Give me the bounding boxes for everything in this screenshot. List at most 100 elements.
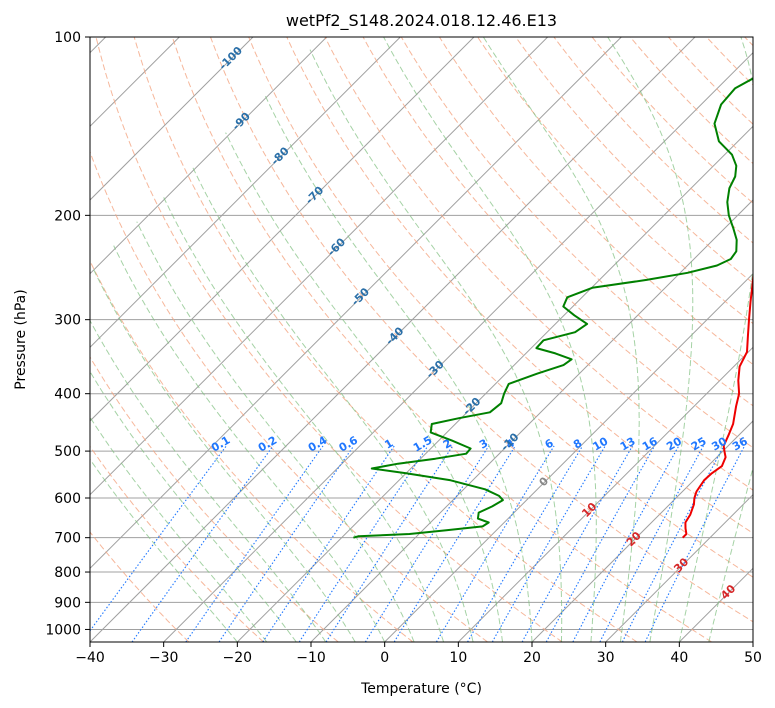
chart-title: wetPf2_S148.2024.018.12.46.E13 [286,11,557,31]
y-tick-label: 100 [54,30,81,46]
y-tick-label: 800 [54,565,81,581]
x-tick-label: 40 [670,650,688,666]
x-tick-label: 30 [597,650,615,666]
plot-frame [89,36,754,643]
x-tick-label: −20 [223,650,253,666]
moist-adiabat [90,370,297,642]
isotherm-label: -80 [269,144,292,167]
dry-adiabat [477,37,753,325]
isotherm-line [457,346,753,642]
mixing-ratio-line [435,445,555,642]
mixing-ratio-line [644,445,746,642]
dry-adiabat [90,445,264,642]
dry-adiabat [591,37,753,204]
moist-adiabat [162,195,445,642]
moist-adiabat [264,94,533,642]
dry-adiabat [90,531,190,642]
isotherm-label: -10 [498,430,521,453]
moist-adiabat [92,267,356,642]
mixing-ratio-line [467,445,584,642]
isotherm-label: -70 [303,184,326,207]
y-tick-label: 200 [54,208,81,224]
isotherm-line [90,37,696,642]
isotherm-line [90,37,328,275]
dry-adiabat [324,37,753,491]
isotherm-line [752,641,753,642]
isotherm-line [236,125,753,642]
isotherm-line [678,567,753,642]
x-tick-label: 20 [523,650,541,666]
mixing-ratio-line [393,445,516,642]
x-tick-label: 50 [744,650,762,666]
mixing-ratio-line [185,445,324,642]
y-tick-label: 400 [54,387,81,403]
isotherm-line [531,420,753,642]
dry-adiabat [133,37,638,642]
dry-adiabat [90,259,414,642]
isotherm-line [605,493,753,642]
isotherm-label: -100 [216,44,245,73]
isotherm-label: 40 [718,582,738,602]
isotherm-line [163,51,753,642]
dry-adiabat [90,356,339,642]
dry-adiabat [438,37,753,366]
dry-adiabat [171,37,712,642]
y-tick-label: 500 [54,444,81,460]
isotherm-label: -50 [349,285,372,308]
mixing-ratio-label: 6 [543,436,556,451]
moist-adiabat [136,221,415,642]
isotherm-line [90,37,254,201]
moist-adiabat [309,49,563,642]
y-tick-label: 1000 [45,622,81,638]
dry-adiabat [770,24,775,642]
mixing-ratio-line [131,445,274,642]
isotherm-line [90,37,622,570]
moist-adiabat [225,132,503,642]
moist-adiabat [191,165,474,642]
dry-adiabat [286,37,753,534]
moist-adiabat [383,37,597,642]
isotherm-line [384,272,753,642]
background-lines [90,24,775,642]
mixing-ratio-label: 3 [477,437,490,452]
x-tick-label: −10 [296,650,326,666]
isotherm-label: -30 [424,358,447,381]
moist-adiabat [678,37,753,642]
isotherm-line [90,37,401,349]
isotherm-label: 10 [579,500,599,520]
dry-adiabat [90,150,488,642]
mixing-ratio-line [325,445,454,642]
moist-adiabat [482,37,640,642]
dry-adiabat [248,37,753,578]
y-tick-label: 600 [54,491,81,507]
dry-adiabat [705,37,753,86]
isotherm-label: 20 [624,529,644,549]
x-tick-label: −30 [149,650,179,666]
x-tick-label: −40 [75,650,105,666]
dry-adiabat [744,37,753,47]
mixing-ratio-line [298,445,429,642]
mixing-ratio-line [491,445,606,642]
isotherm-label: -40 [383,324,406,347]
mixing-ratio-line [262,445,395,642]
moist-adiabat [607,37,694,642]
y-tick-label: 700 [54,531,81,547]
isotherm-line [90,37,549,496]
mixing-ratio-line [90,445,227,632]
dry-adiabat [362,37,753,449]
mixing-ratio-line [599,445,704,642]
isotherm-line [90,37,475,422]
y-tick-label: 900 [54,595,81,611]
x-axis: −40 −30 −20 −10 0 10 20 30 40 50 [75,642,762,666]
moist-adiabat [90,458,238,642]
y-axis: 100 200 300 400 500 600 700 800 900 1000 [45,30,90,638]
temperature-profile-line [681,270,753,539]
mixing-ratio-line [521,445,633,642]
isotherm-label: -90 [230,110,253,133]
mixing-ratio-line [572,445,680,642]
dry-adiabat [95,37,563,642]
moist-adiabat [113,245,386,642]
isotherm-label: -60 [325,235,348,258]
dewpoint-profile-line [353,77,753,539]
